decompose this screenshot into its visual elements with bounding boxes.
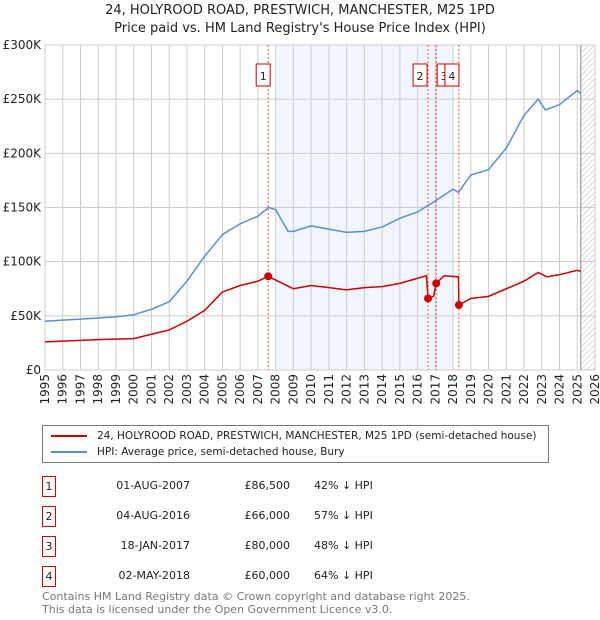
x-tick-label: 2023 [535, 374, 549, 405]
transaction-row: 1 01-AUG-2007 £86,500 42% ↓ HPI [42, 476, 442, 497]
footer-line-2: This data is licensed under the Open Gov… [42, 603, 393, 616]
legend-swatch-red [51, 435, 87, 437]
transaction-row: 4 02-MAY-2018 £60,000 64% ↓ HPI [42, 566, 442, 587]
x-tick-label: 2001 [144, 374, 158, 405]
x-tick-label: 2003 [180, 374, 194, 405]
legend-swatch-blue [51, 451, 87, 453]
sale-point [454, 301, 463, 309]
y-tick-label: £100K [3, 255, 43, 269]
sale-point [432, 279, 441, 288]
x-tick-label: 1996 [56, 374, 70, 405]
legend-item-hpi: HPI: Average price, semi-detached house,… [51, 445, 345, 459]
sale-marker-box [444, 63, 460, 87]
price-chart: 1995 1996 1997 1998 1999 2000 2001 2002 2003 2004… [3, 38, 600, 405]
x-tick-label: 2002 [162, 374, 176, 405]
title-line-1: 24, HOLYROOD ROAD, PRESTWICH, MANCHESTER… [105, 3, 495, 18]
x-tick-label: 2017 [428, 374, 442, 405]
x-tick-label: 2011 [322, 374, 336, 405]
y-tick-label: £50K [10, 309, 42, 323]
transaction-date: 01-AUG-2007 [116, 479, 190, 492]
x-tick-label: 2014 [375, 374, 389, 405]
x-tick-label: 2021 [499, 374, 513, 405]
transaction-price: £86,500 [244, 479, 291, 492]
x-tick-label: 2022 [517, 374, 531, 405]
x-tick-label: 2019 [464, 374, 478, 405]
x-tick-label: 1995 [38, 374, 52, 405]
transaction-number: 1 [42, 476, 56, 497]
transaction-price: £66,000 [244, 509, 291, 522]
y-tick-label: £0 [26, 363, 41, 377]
x-tick-label: 2025 [570, 374, 584, 405]
x-tick-label: 1998 [91, 374, 105, 405]
sale-marker-label: 3 [441, 70, 448, 83]
transaction-price: £80,000 [244, 539, 291, 552]
sale-marker-label: 1 [260, 70, 267, 83]
transaction-number: 2 [42, 506, 56, 527]
x-tick-label: 2013 [357, 374, 371, 405]
hpi-line [44, 89, 582, 322]
x-tick-label: 1999 [109, 374, 123, 405]
transaction-price: £60,000 [244, 569, 291, 582]
sale-marker-box [412, 63, 428, 87]
x-tick-label: 2018 [446, 374, 460, 405]
transaction-row: 3 18-JAN-2017 £80,000 48% ↓ HPI [42, 536, 442, 557]
legend-item-property: 24, HOLYROOD ROAD, PRESTWICH, MANCHESTER… [51, 429, 536, 443]
x-tick-label: 2010 [304, 374, 318, 405]
transaction-row: 2 04-AUG-2016 £66,000 57% ↓ HPI [42, 506, 442, 527]
x-tick-label: 2000 [127, 374, 141, 405]
transaction-hpi-diff: 42% ↓ HPI [314, 479, 373, 492]
x-tick-label: 2016 [411, 374, 425, 405]
x-tick-label: 2012 [340, 374, 354, 405]
x-tick-label: 2024 [553, 374, 567, 405]
property-price-line [44, 269, 582, 343]
footer: Contains HM Land Registry data © Crown c… [42, 590, 470, 616]
x-tick-label: 2009 [286, 374, 300, 405]
sale-point [424, 294, 433, 303]
chart-title: 24, HOLYROOD ROAD, PRESTWICH, MANCHESTER… [0, 2, 600, 38]
y-tick-label: £200K [3, 146, 43, 160]
x-tick-label: 2026 [588, 374, 600, 405]
x-tick-label: 2015 [393, 374, 407, 405]
x-tick-label: 2008 [269, 374, 283, 405]
transaction-date: 04-AUG-2016 [116, 509, 190, 522]
x-tick-label: 2020 [482, 374, 496, 405]
x-tick-label: 2004 [198, 374, 212, 405]
title-line-2: Price paid vs. HM Land Registry's House … [114, 21, 486, 36]
transaction-number: 3 [42, 536, 56, 557]
legend-label: 24, HOLYROOD ROAD, PRESTWICH, MANCHESTER… [97, 430, 537, 442]
footer-line-1: Contains HM Land Registry data © Crown c… [42, 590, 470, 603]
sale-point [264, 272, 273, 281]
plot-border [44, 44, 596, 371]
y-tick-label: £250K [3, 92, 43, 106]
x-tick-label: 2007 [251, 374, 265, 405]
sale-marker-label: 4 [448, 70, 455, 83]
legend: 24, HOLYROOD ROAD, PRESTWICH, MANCHESTER… [42, 425, 549, 463]
transaction-hpi-diff: 57% ↓ HPI [314, 509, 373, 522]
transaction-date: 02-MAY-2018 [118, 569, 190, 582]
transaction-number: 4 [42, 566, 56, 587]
y-tick-label: £150K [3, 201, 43, 215]
x-tick-label: 1997 [73, 374, 87, 405]
transaction-hpi-diff: 48% ↓ HPI [314, 539, 373, 552]
transaction-hpi-diff: 64% ↓ HPI [314, 569, 373, 582]
sale-marker-box [255, 63, 271, 87]
x-tick-label: 2005 [215, 374, 229, 405]
transaction-date: 18-JAN-2017 [120, 539, 190, 552]
x-tick-label: 2006 [233, 374, 247, 405]
y-tick-label: £300K [3, 38, 43, 52]
legend-label: HPI: Average price, semi-detached house,… [97, 446, 345, 458]
sale-marker-label: 2 [417, 70, 424, 83]
